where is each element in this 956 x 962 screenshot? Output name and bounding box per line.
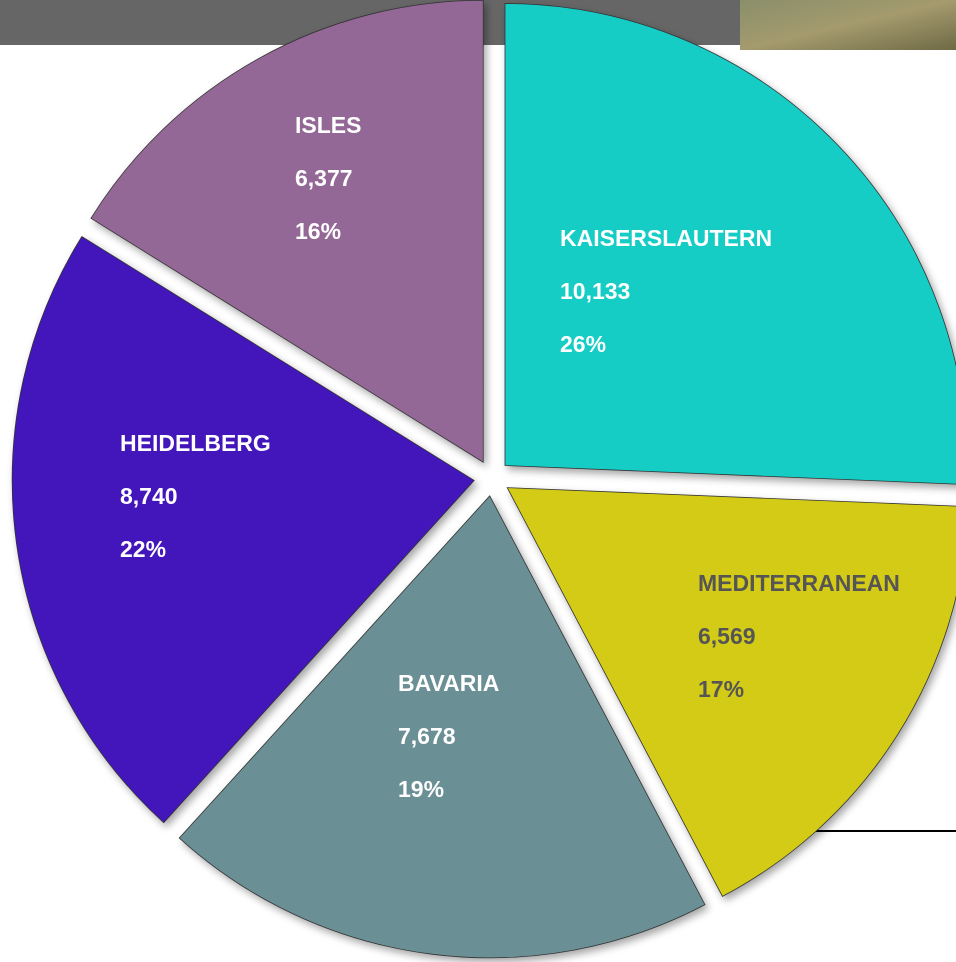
slice-percent: 17% — [698, 676, 744, 702]
slice-value: 6,377 — [295, 165, 353, 191]
slice-value: 10,133 — [560, 278, 630, 304]
slice-category: MEDITERRANEAN — [698, 570, 900, 596]
slice-value: 6,569 — [698, 623, 756, 649]
slice-percent: 22% — [120, 536, 166, 562]
pie: KAISERSLAUTERN 10,133 26% MEDITERRANEAN 6,56… — [12, 0, 956, 958]
slice-category: KAISERSLAUTERN — [560, 225, 772, 251]
slice-value: 8,740 — [120, 483, 178, 509]
slice-percent: 16% — [295, 218, 341, 244]
slice-category: BAVARIA — [398, 670, 499, 696]
header-image — [740, 0, 956, 50]
slice-percent: 19% — [398, 776, 444, 802]
page: {"chart_data": {"type": "pie", "categori… — [0, 0, 956, 962]
slice-category: HEIDELBERG — [120, 430, 271, 456]
slice-category: ISLES — [295, 112, 361, 138]
chart: KAISERSLAUTERN 10,133 26% MEDITERRANEAN 6,56… — [0, 0, 956, 962]
slice-value: 7,678 — [398, 723, 456, 749]
slice-percent: 26% — [560, 331, 606, 357]
